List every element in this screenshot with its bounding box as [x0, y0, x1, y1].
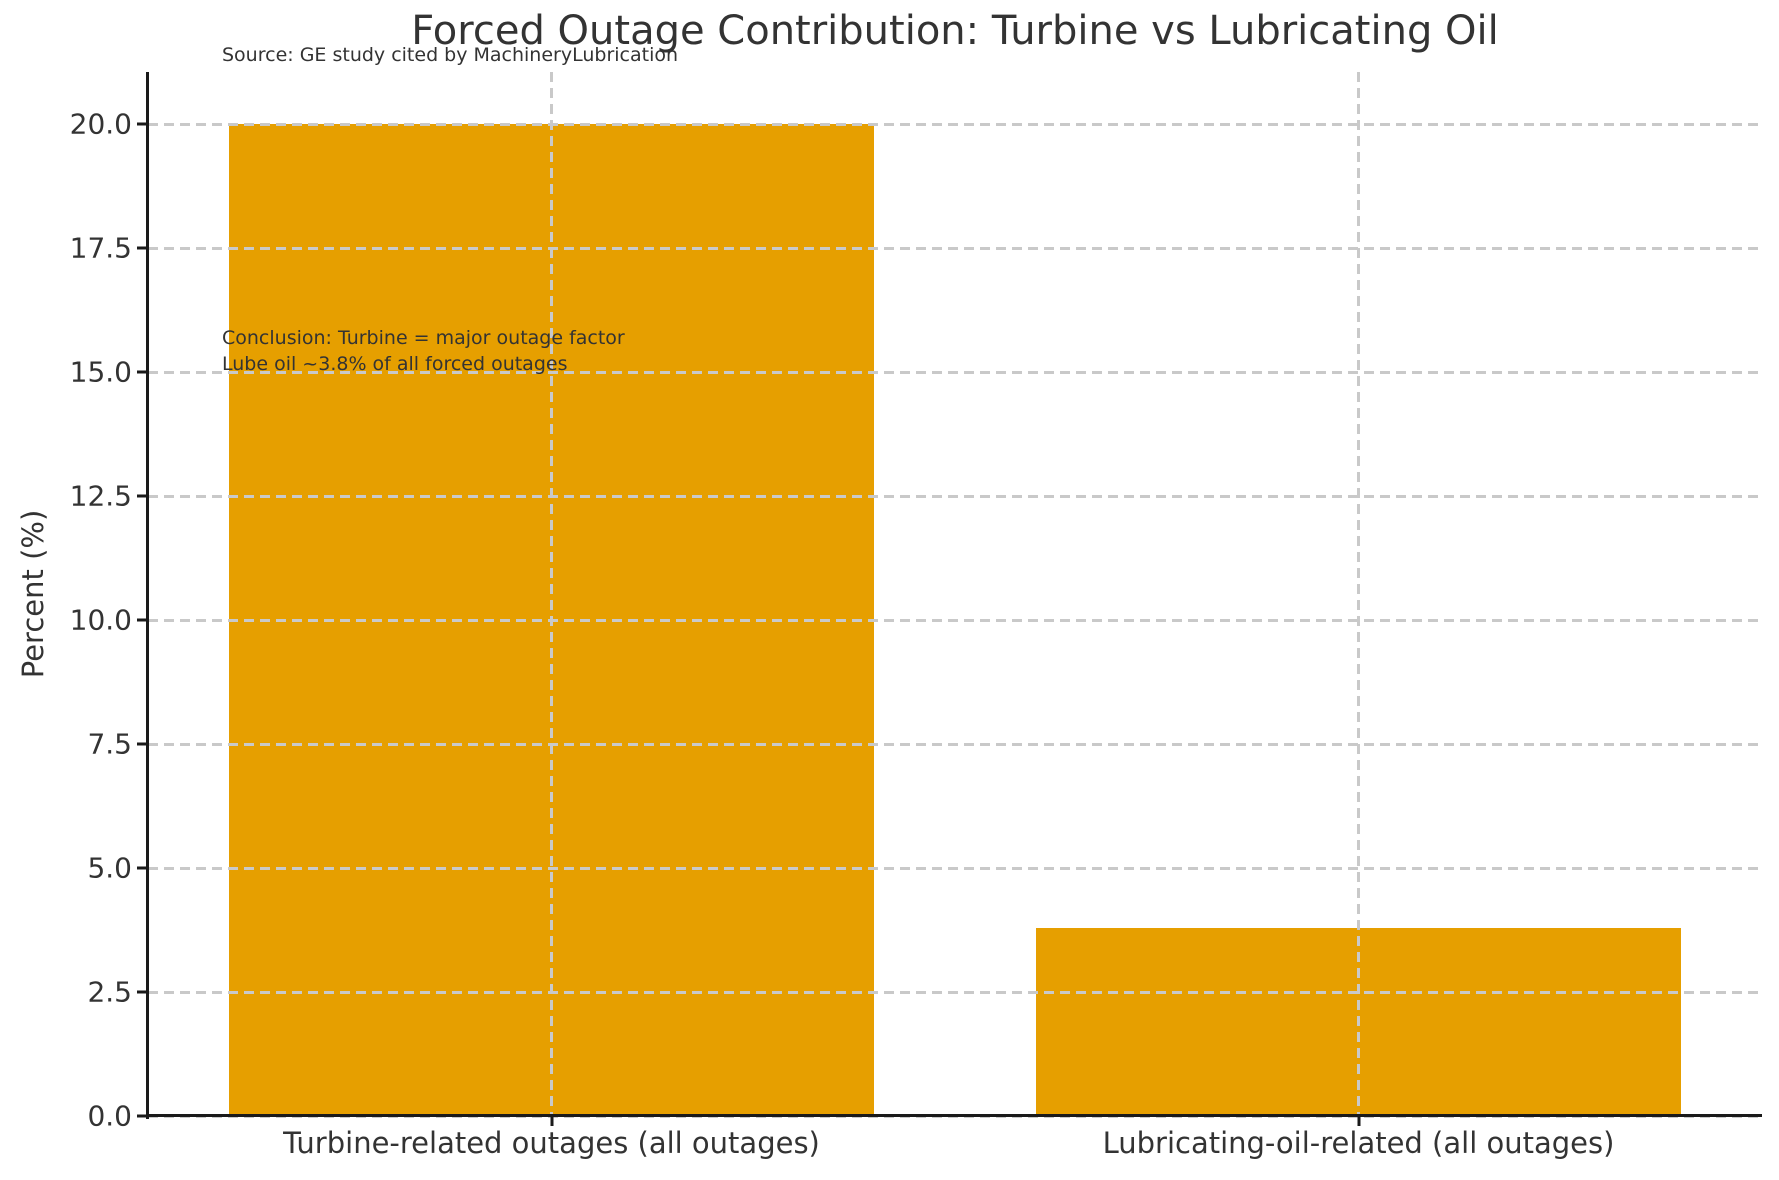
y-axis-label: Percent (%) [16, 509, 50, 679]
y-gridline [148, 246, 1762, 250]
x-gridline [550, 72, 553, 1116]
x-gridline [1357, 72, 1360, 1116]
y-tick-label: 0.0 [87, 1099, 132, 1133]
x-tick-label: Turbine-related outages (all outages) [283, 1126, 820, 1160]
y-tick-label: 15.0 [69, 355, 132, 389]
annotation-line-2: Lube oil ~3.8% of all forced outages [222, 353, 568, 375]
y-gridline [148, 122, 1762, 126]
y-tick-mark [137, 246, 146, 250]
y-gridline [148, 990, 1762, 994]
y-gridline [148, 742, 1762, 746]
x-tick-label: Lubricating-oil-related (all outages) [1102, 1126, 1615, 1160]
y-tick-mark [137, 990, 146, 994]
y-tick-label: 17.5 [69, 231, 132, 265]
y-tick-mark [137, 370, 146, 374]
y-tick-mark [137, 122, 146, 126]
y-tick-label: 20.0 [69, 107, 132, 141]
y-tick-label: 5.0 [87, 851, 132, 885]
conclusion-annotation: Conclusion: Turbine = major outage facto… [222, 325, 625, 377]
y-gridline [148, 618, 1762, 622]
x-tick-mark [1357, 1117, 1360, 1126]
annotation-line-1: Conclusion: Turbine = major outage facto… [222, 327, 625, 349]
y-tick-mark [137, 1114, 146, 1118]
x-tick-mark [550, 1117, 553, 1126]
y-tick-label: 7.5 [87, 727, 132, 761]
y-tick-label: 2.5 [87, 975, 132, 1009]
y-gridline [148, 370, 1762, 374]
y-gridline [148, 866, 1762, 870]
y-tick-mark [137, 866, 146, 870]
y-gridline [148, 494, 1762, 498]
y-tick-label: 12.5 [69, 479, 132, 513]
y-tick-mark [137, 494, 146, 498]
source-note: Source: GE study cited by MachineryLubri… [222, 44, 679, 66]
plot-area: Conclusion: Turbine = major outage facto… [70, 72, 1762, 1160]
y-tick-mark [137, 618, 146, 622]
x-axis-spine [146, 1114, 1762, 1117]
y-tick-mark [137, 742, 146, 746]
y-tick-label: 10.0 [69, 603, 132, 637]
y-axis-spine [146, 72, 149, 1119]
chart-title: Forced Outage Contribution: Turbine vs L… [411, 8, 1499, 54]
